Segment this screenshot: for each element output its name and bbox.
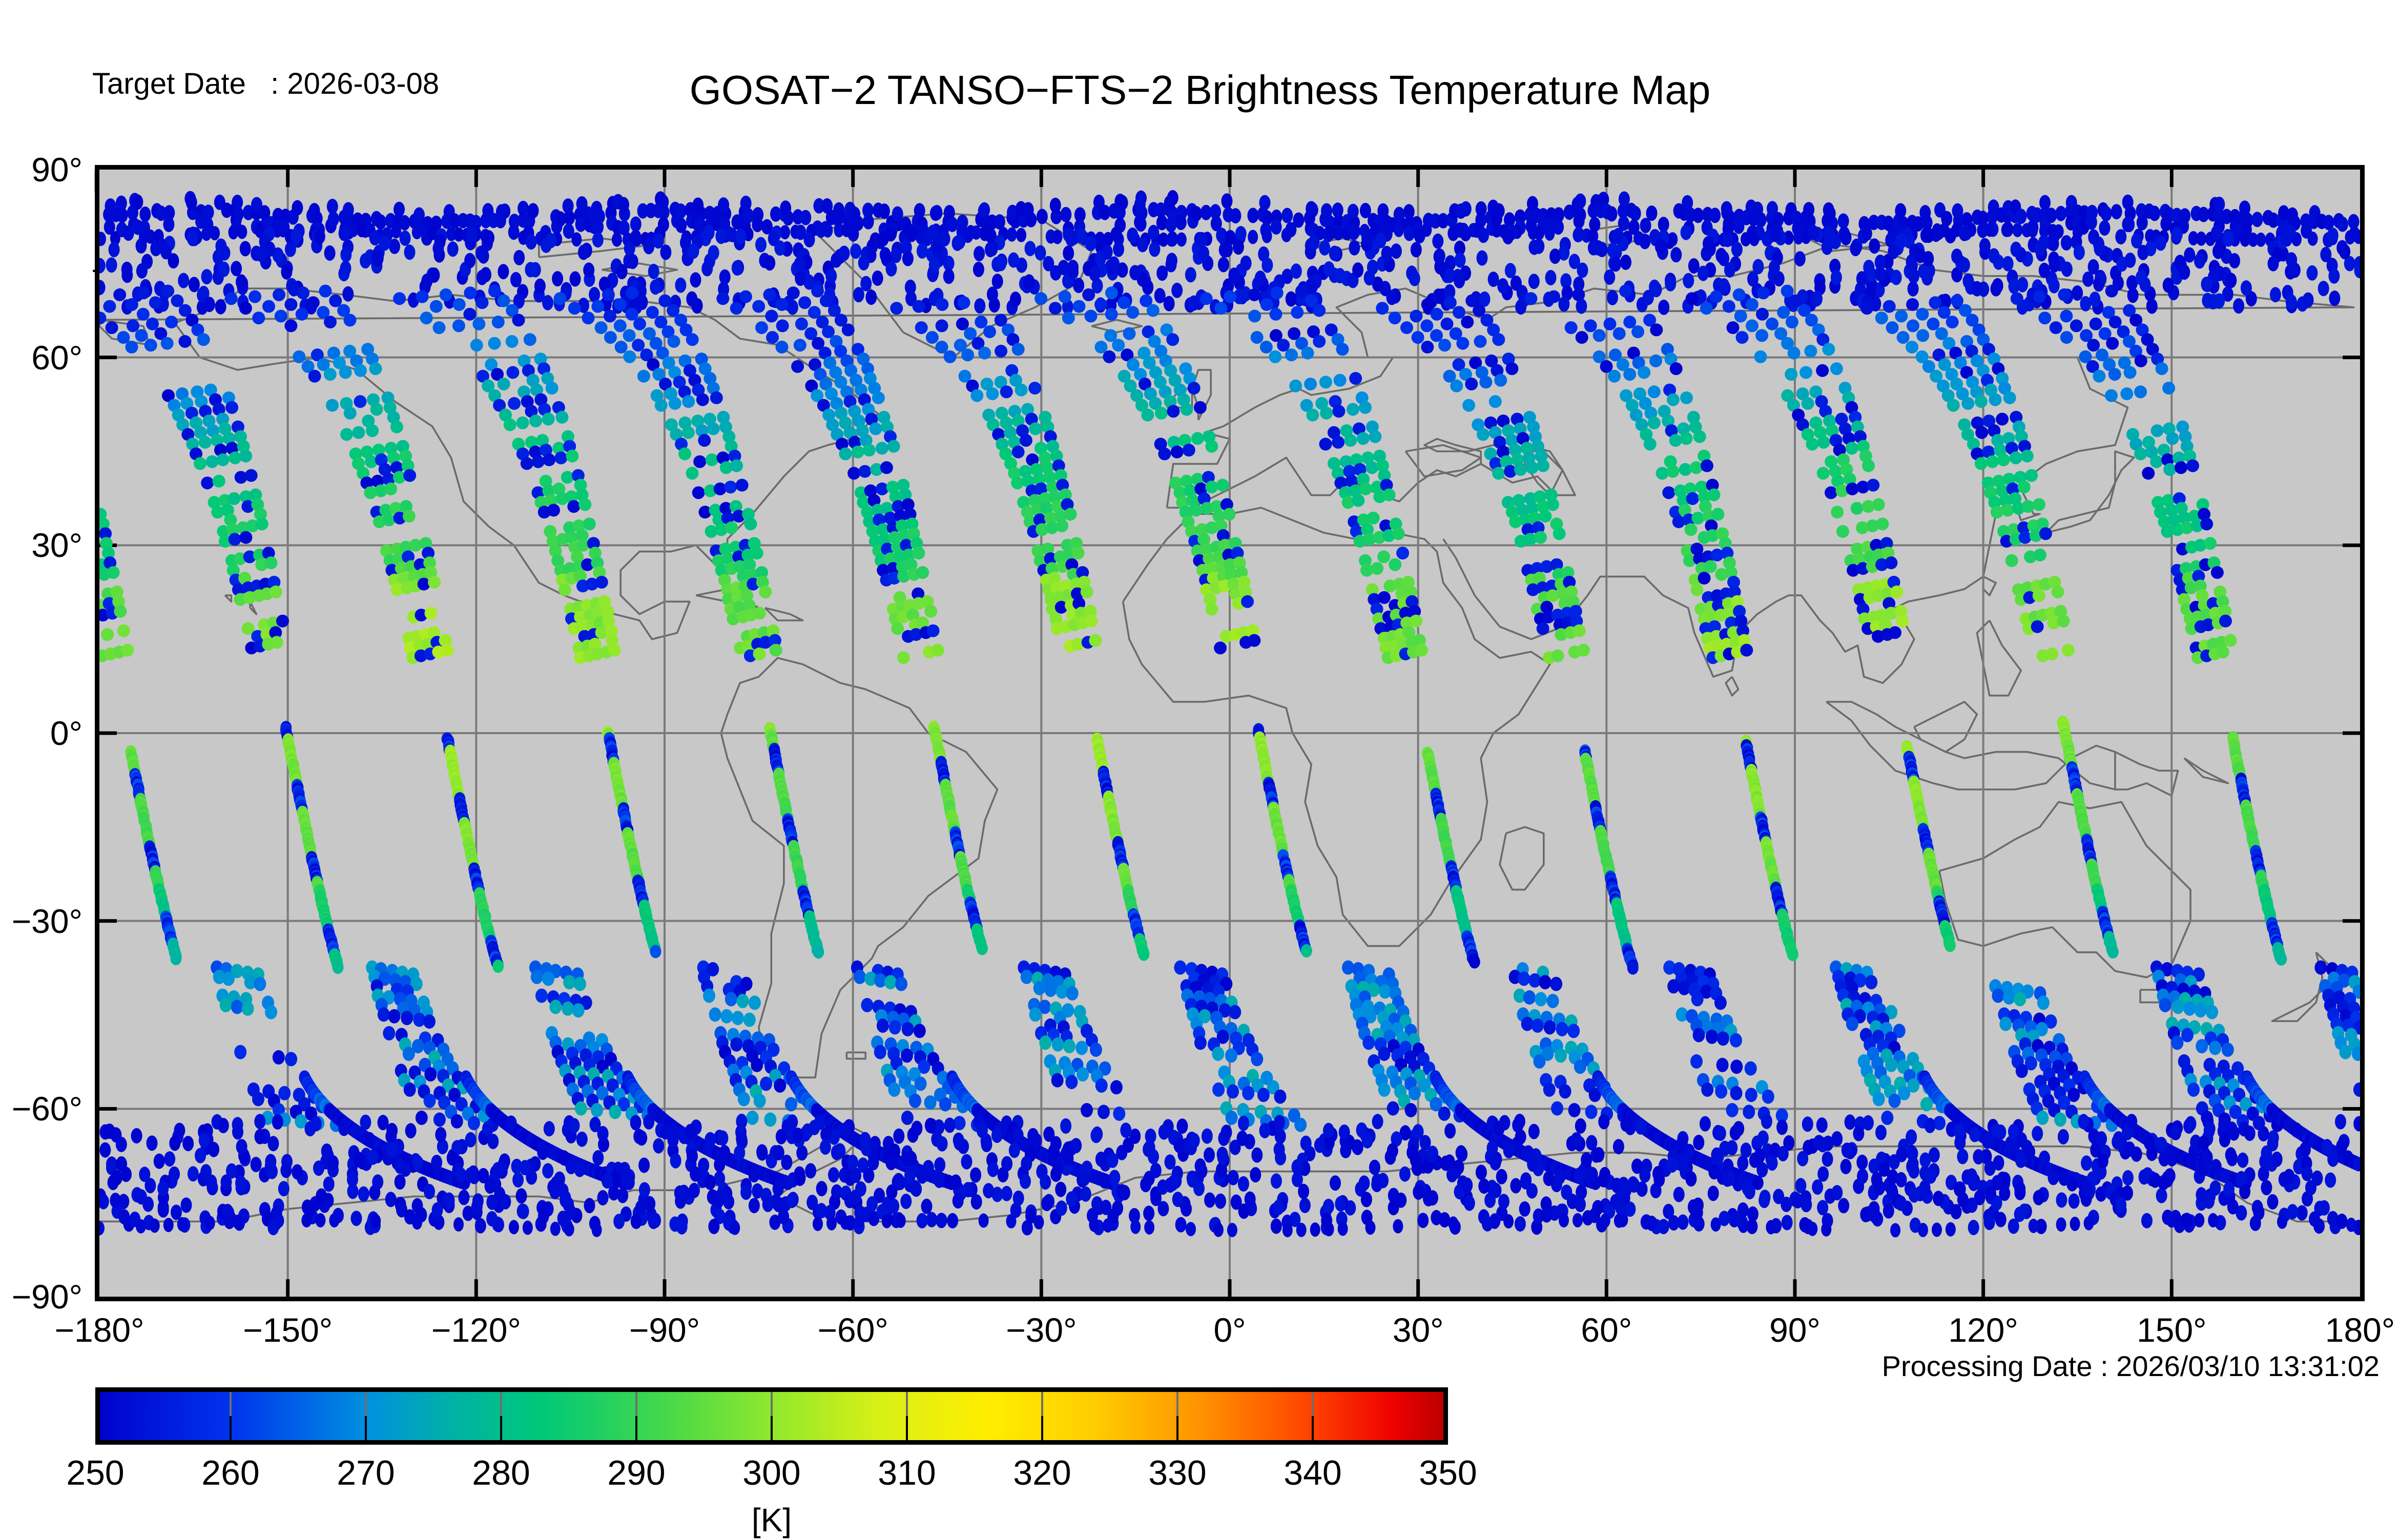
brightness-temperature-points	[99, 190, 2360, 1238]
colorbar-tick-label: 280	[472, 1453, 530, 1492]
map-canvas	[99, 170, 2360, 1297]
colorbar-frame	[95, 1387, 1448, 1445]
longitude-tick-label: −90°	[629, 1311, 700, 1349]
longitude-tick-label: 0°	[1213, 1311, 1246, 1349]
colorbar-tick-label: 250	[66, 1453, 125, 1492]
colorbar-tick-label: 330	[1148, 1453, 1207, 1492]
colorbar-tick-label: 350	[1419, 1453, 1477, 1492]
header-line-target-date: Target Date : 2026-03-08	[92, 67, 440, 100]
colorbar-tick-label: 340	[1284, 1453, 1342, 1492]
colorbar-tick-labels: 250 260 270 280 290 300 310 320 330 340 350	[66, 1453, 1477, 1499]
map-plot-area	[95, 165, 2365, 1301]
latitude-tick-label: 30°	[31, 526, 82, 565]
longitude-tick-label: 120°	[1948, 1311, 2018, 1349]
latitude-tick-label: −30°	[11, 902, 82, 940]
latitude-tick-label: 60°	[31, 338, 82, 377]
colorbar-tick-label: 320	[1013, 1453, 1071, 1492]
colorbar-unit-label: [K]	[751, 1502, 792, 1538]
colorbar-tick-label: 270	[337, 1453, 395, 1492]
longitude-tick-label: −60°	[817, 1311, 888, 1349]
longitude-tick-label: −180°	[54, 1311, 144, 1349]
colorbar-tick-label: 300	[742, 1453, 801, 1492]
processing-date: Processing Date : 2026/03/10 13:31:02	[1881, 1350, 2380, 1382]
latitude-tick-label: 90°	[31, 151, 82, 189]
colorbar-tick-label: 260	[201, 1453, 260, 1492]
latitude-tick-label: −60°	[11, 1090, 82, 1128]
longitude-tick-label: 150°	[2137, 1311, 2207, 1349]
longitude-tick-label: 60°	[1581, 1311, 1632, 1349]
latitude-tick-label: 0°	[50, 714, 82, 752]
longitude-tick-label: −120°	[431, 1311, 521, 1349]
colorbar-tick-label: 310	[878, 1453, 936, 1492]
longitude-tick-label: −150°	[243, 1311, 333, 1349]
colorbar	[95, 1387, 1448, 1445]
longitude-tick-label: 90°	[1769, 1311, 1820, 1349]
longitude-tick-label: 30°	[1392, 1311, 1444, 1349]
colorbar-tick-label: 290	[607, 1453, 666, 1492]
latitude-tick-label: −90°	[11, 1278, 82, 1316]
page-title: GOSAT−2 TANSO−FTS−2 Brightness Temperatu…	[689, 67, 1711, 113]
map-svg	[99, 170, 2360, 1297]
longitude-tick-label: 180°	[2325, 1311, 2395, 1349]
longitude-tick-label: −30°	[1006, 1311, 1077, 1349]
